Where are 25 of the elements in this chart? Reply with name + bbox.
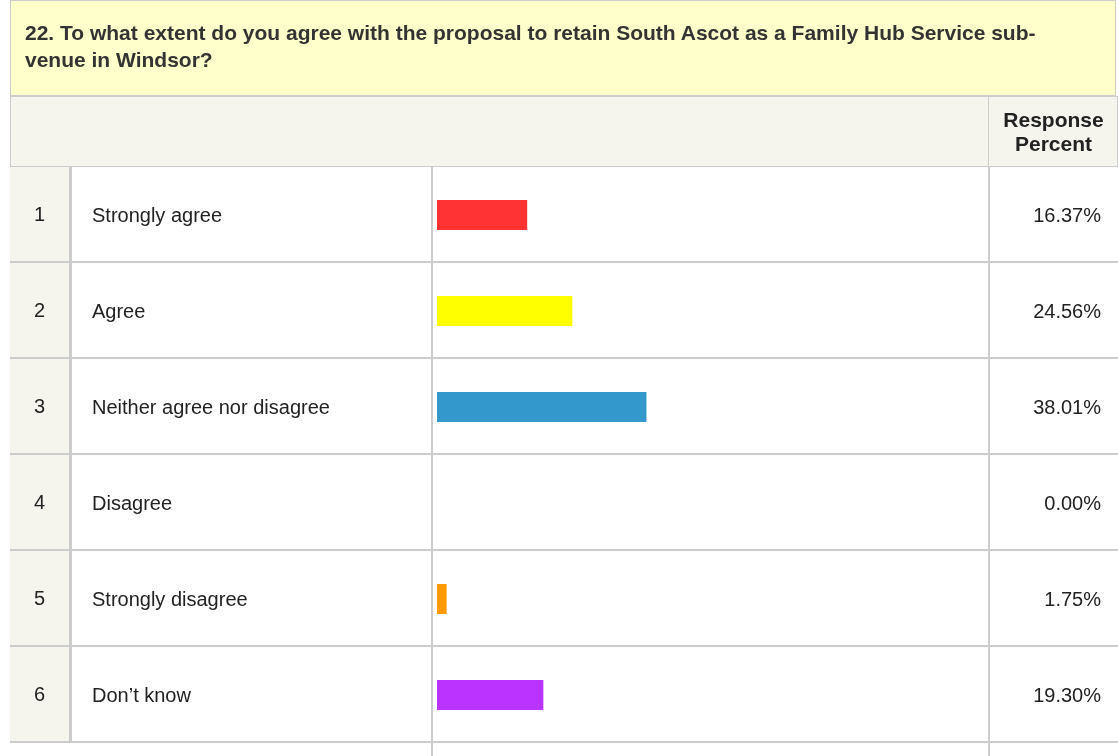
text: 2 [10,263,72,357]
y-tick-label: Disagree [92,492,173,514]
data-label: 0.00% [1044,492,1102,514]
y-tick-label: Agree [92,300,146,322]
y-tick-label: Don’t know [92,684,192,706]
data-label: 16.37% [1033,204,1102,226]
data-label: 19.30% [1033,684,1102,706]
bar [437,584,447,614]
y-tick-label: Strongly agree [92,204,223,226]
text: 3 [10,359,72,453]
text: 5 [10,551,72,645]
data-label: 1.75% [1044,588,1102,610]
bar [437,680,544,710]
y-tick-label: Strongly disagree [92,588,248,610]
bar [437,392,647,422]
text: 6 [10,647,72,741]
text: Response Percent [988,96,1118,167]
data-label: 38.01% [1033,396,1102,418]
data-label: 24.56% [1033,300,1102,322]
text: 1 [10,167,72,261]
y-tick-label: Neither agree nor disagree [92,396,330,418]
bar [437,200,528,230]
chart-title: 22. To what extent do you agree with the proposal to retain South Ascot as a Family Hub Service sub-venue in Windsor? [10,0,1116,96]
bar [437,296,573,326]
text: 4 [10,455,72,549]
